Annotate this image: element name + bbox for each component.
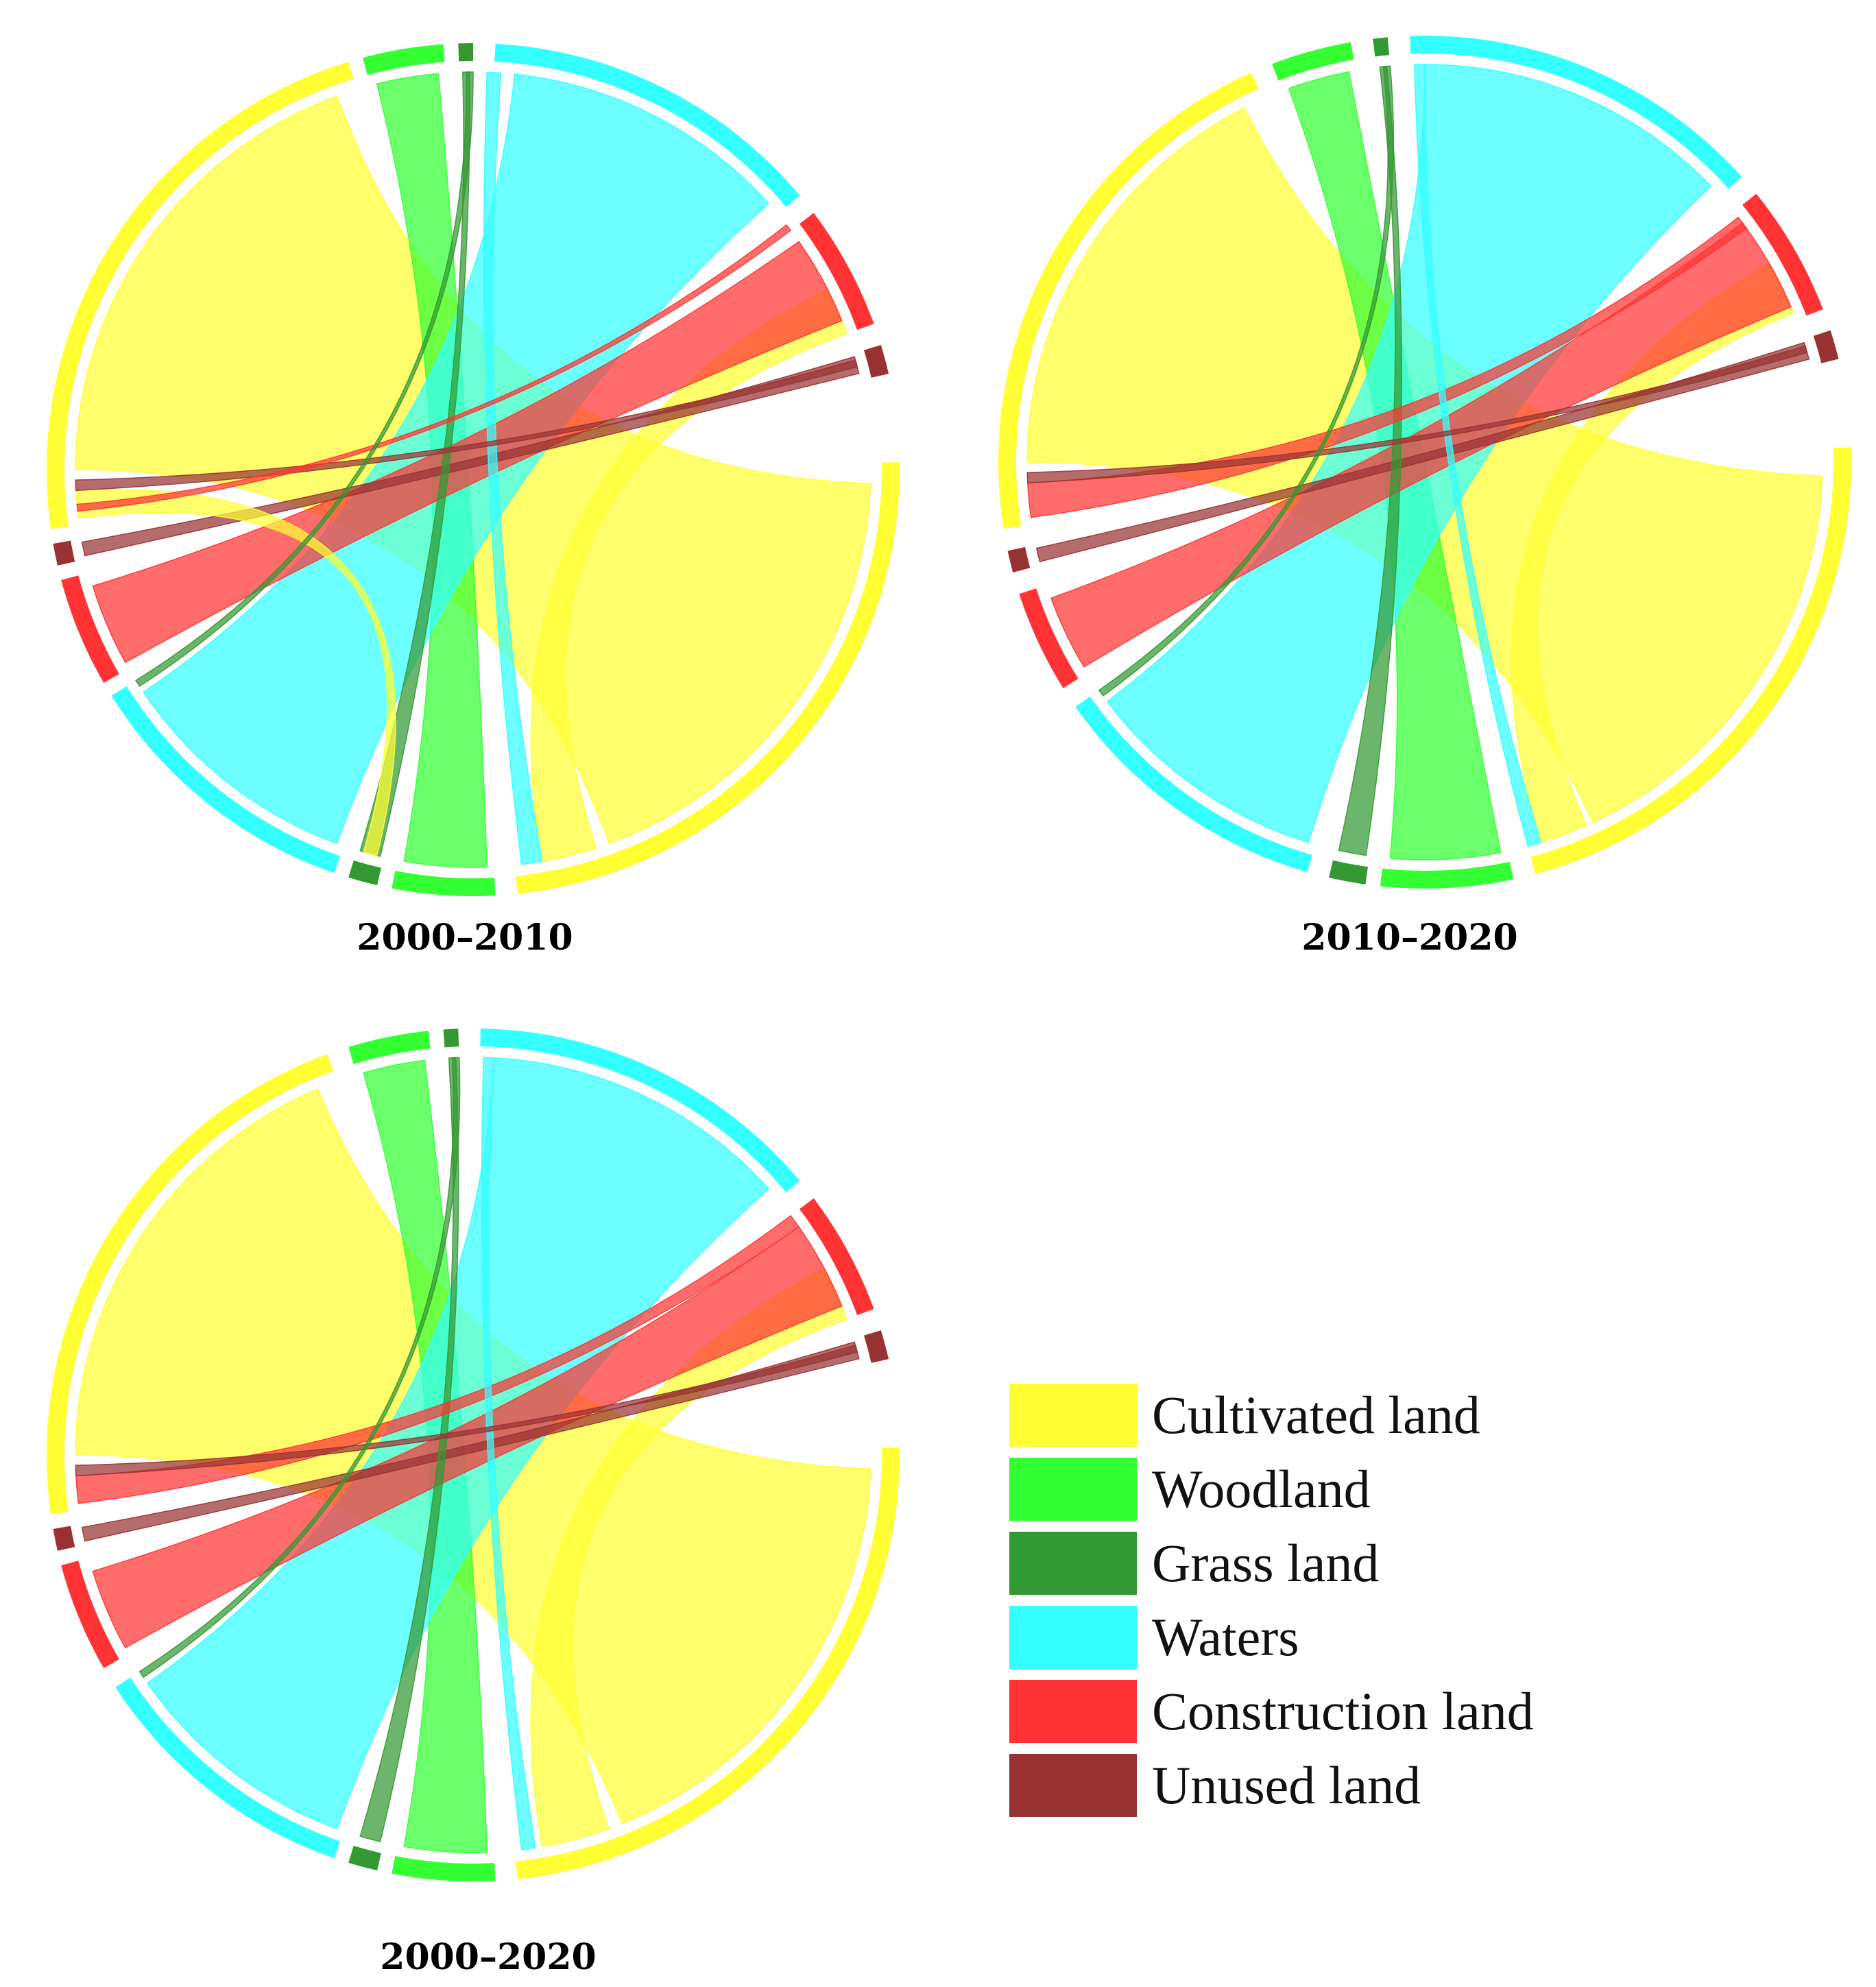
legend: Cultivated land Woodland Grass land Wate… [1009,1384,1534,1817]
chord-node-arc-1-5 [61,575,119,683]
chord-ribbon-2-6 [1035,341,1810,563]
chord-ribbon-1-5 [92,241,843,664]
legend-label-unused: Unused land [1152,1755,1421,1815]
chord-node-arc-3-6 [53,1526,75,1551]
chord-node-arc-1-6 [53,540,75,566]
chord-diagram-1 [47,43,900,896]
chord-ribbon-3-6 [81,1341,860,1542]
chord-node-arc-1-11 [799,213,874,330]
chord-ribbon-1-9 [483,71,543,865]
chord-node-arc-3-7 [47,1054,334,1515]
chord-node-arc-3-9 [443,1028,459,1048]
legend-swatch-woodland [1009,1458,1137,1521]
chord-node-arc-2-2 [1380,861,1514,889]
chord-ribbon-2-7 [1338,65,1403,856]
chord-node-arc-1-8 [363,44,445,75]
legend-swatch-construction [1009,1680,1137,1743]
chord-node-arc-3-11 [799,1198,874,1316]
legend-swatch-grassland [1009,1532,1137,1595]
chord-ribbon-3-9 [481,1057,536,1851]
chord-node-arc-3-2 [392,1856,496,1881]
legend-swatch-cultivated [1009,1384,1137,1447]
legend-swatch-unused [1009,1754,1137,1817]
chord-node-arc-3-4 [115,1677,340,1859]
legend-label-waters: Waters [1152,1607,1299,1667]
legend-label-construction: Construction land [1152,1681,1534,1741]
chord-node-arc-2-9 [1373,37,1390,57]
chord-node-arc-1-4 [111,686,340,874]
chord-node-arc-2-12 [1813,330,1839,363]
chord-node-arc-1-3 [348,860,381,886]
chord-node-arc-2-11 [1742,193,1823,316]
chord-ribbon-2-11 [1098,65,1395,697]
chord-node-arc-2-7 [998,72,1259,529]
chord-ribbon-1-7 [359,71,470,857]
chord-diagram-2 [998,35,1851,889]
chord-node-arc-3-5 [61,1561,119,1668]
panel-title-3: 2000–2020 [380,1936,596,1978]
chord-node-arc-2-3 [1329,860,1369,884]
chord-node-arc-2-6 [1007,546,1031,573]
legend-swatch-waters [1009,1606,1137,1669]
chord-ribbon-3-11 [139,1057,461,1678]
panel-title-1: 2000–2010 [357,917,573,959]
chord-ribbon-1-10 [75,359,858,492]
chord-ribbon-1-8 [75,489,396,856]
chord-ribbon-1-11 [76,224,792,512]
chord-node-arc-2-1 [1530,447,1851,874]
chord-ribbon-2-9 [1414,64,1542,847]
chord-node-arc-2-5 [1019,588,1079,688]
chord-ribbon-3-7 [359,1057,459,1842]
panel-title-2: 2010–2020 [1301,917,1517,959]
chord-node-arc-1-7 [47,62,354,529]
chord-diagrams [47,35,1851,1881]
panel-titles: 2000–2010 2010–2020 2000–2020 [357,917,1517,1978]
legend-label-cultivated: Cultivated land [1152,1385,1480,1445]
chord-node-arc-3-10 [480,1028,800,1192]
chord-ribbon-3-10 [75,1345,858,1477]
chord-node-arc-1-12 [863,345,889,378]
legend-label-grassland: Grass land [1152,1533,1379,1593]
chord-ribbon-1-12 [135,71,474,687]
chord-node-arc-1-2 [392,871,496,896]
chord-ribbon-2-10 [1026,345,1808,484]
chord-node-arc-3-3 [348,1845,381,1871]
chord-node-arc-3-8 [348,1031,431,1065]
chord-node-arc-2-4 [1075,696,1312,872]
legend-label-woodland: Woodland [1152,1459,1371,1519]
chord-node-arc-3-1 [516,1447,900,1879]
chord-node-arc-3-12 [863,1330,889,1363]
chord-node-arc-1-10 [494,43,800,207]
chord-node-arc-2-10 [1410,35,1742,189]
chord-node-arc-2-8 [1272,42,1354,81]
chord-diagram-3 [47,1028,900,1881]
chord-node-arc-1-9 [458,43,473,62]
chord-node-arc-1-1 [516,462,900,894]
